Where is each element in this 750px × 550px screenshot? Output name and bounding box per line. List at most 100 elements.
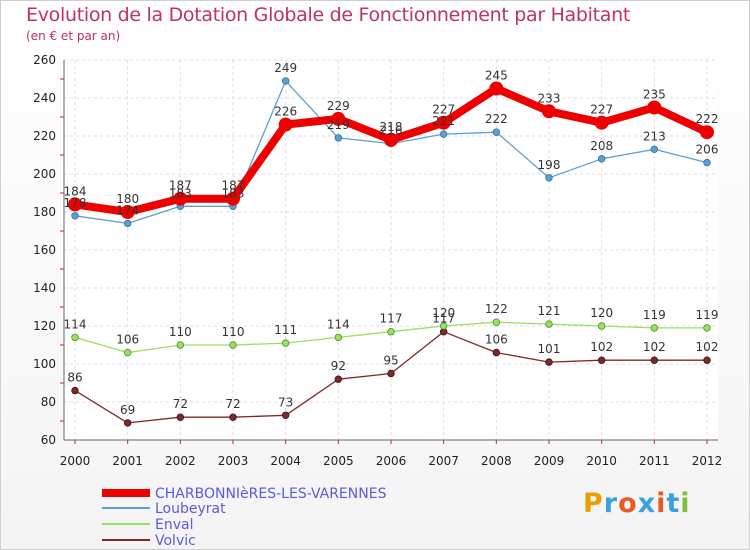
data-point: [650, 356, 659, 364]
data-point: [120, 205, 135, 219]
data-label: 219: [327, 118, 350, 132]
data-label: 114: [327, 317, 350, 331]
logo-letter: i: [656, 488, 667, 519]
data-label: 229: [327, 99, 350, 113]
data-label: 178: [64, 196, 87, 210]
data-label: 183: [222, 186, 245, 200]
data-point: [700, 125, 714, 140]
data-label: 120: [590, 306, 613, 320]
data-point: [439, 322, 448, 330]
data-point: [597, 356, 606, 364]
y-tick-label: 240: [33, 91, 56, 105]
data-label: 227: [432, 103, 455, 117]
y-tick-label: 80: [41, 395, 56, 409]
y-tick-label: 120: [33, 319, 56, 333]
data-label: 174: [116, 203, 139, 217]
data-point: [123, 419, 132, 427]
data-label: 106: [485, 333, 508, 347]
y-tick-label: 180: [33, 205, 56, 219]
data-point: [387, 328, 395, 336]
data-label: 101: [538, 342, 561, 356]
data-point: [123, 219, 132, 228]
legend-label: Loubeyrat: [155, 501, 226, 517]
data-point: [71, 333, 79, 342]
y-tick-label: 100: [33, 357, 56, 371]
data-label: 180: [116, 192, 139, 206]
data-point: [439, 130, 448, 138]
x-tick-label: 2011: [639, 454, 670, 468]
x-tick-label: 2007: [428, 454, 459, 468]
data-label: 208: [590, 139, 613, 153]
data-label: 122: [485, 302, 508, 316]
data-label: 117: [432, 312, 455, 326]
data-label: 222: [696, 112, 719, 126]
legend-label: Enval: [155, 517, 193, 533]
data-label: 213: [643, 129, 666, 143]
legend-label: CHARBONNIèRES-LES-VARENNES: [155, 486, 387, 502]
data-point: [226, 191, 240, 206]
data-label: 72: [225, 397, 240, 411]
logo-letter: x: [637, 488, 657, 519]
data-point: [334, 134, 343, 142]
data-point: [71, 386, 79, 395]
data-label: 216: [380, 124, 403, 138]
data-point: [281, 339, 290, 347]
logo-letter: r: [603, 488, 619, 519]
data-point: [650, 145, 659, 153]
data-label: 227: [590, 103, 613, 117]
data-label: 221: [432, 114, 455, 128]
data-point: [597, 155, 606, 163]
data-point: [334, 333, 343, 342]
data-label: 86: [67, 371, 82, 385]
data-point: [173, 191, 188, 206]
x-tick-label: 2001: [112, 454, 143, 468]
legend: CHARBONNIèRES-LES-VARENNESLoubeyratEnval…: [102, 486, 387, 549]
data-point: [542, 104, 556, 119]
legend-label: Volvic: [155, 533, 196, 549]
x-tick-label: 2002: [165, 454, 196, 468]
data-point: [492, 318, 501, 326]
chart-subtitle: (en € et par an): [26, 29, 121, 43]
data-point: [281, 411, 290, 419]
chart-title: Evolution de la Dotation Globale de Fonc…: [26, 4, 631, 26]
x-tick-label: 2010: [586, 454, 617, 468]
data-point: [71, 212, 79, 220]
data-label: 198: [538, 158, 561, 172]
data-label: 249: [274, 61, 297, 75]
data-label: 111: [274, 323, 297, 337]
data-point: [281, 77, 290, 85]
logo-letter: P: [583, 488, 604, 519]
data-label: 110: [222, 325, 245, 339]
logo-letter: i: [680, 488, 691, 519]
data-label: 184: [64, 184, 87, 198]
y-tick-label: 200: [33, 167, 56, 181]
proxiti-logo: Proxiti: [583, 488, 691, 519]
data-point: [703, 158, 711, 167]
axes: 60 80 100 120 140 160 180 200 220 240 260 2000 2001 2…: [33, 53, 722, 468]
x-tick-label: 2008: [481, 454, 512, 468]
data-point: [68, 197, 82, 212]
data-label: 110: [169, 325, 192, 339]
x-tick-label: 2003: [218, 454, 249, 468]
data-label: 73: [278, 395, 293, 409]
data-point: [650, 324, 659, 332]
data-label: 183: [169, 186, 192, 200]
data-label: 206: [696, 143, 719, 157]
data-label: 226: [274, 105, 297, 119]
logo-letter: t: [666, 488, 681, 519]
data-label: 106: [116, 333, 139, 347]
data-label: 119: [643, 308, 666, 322]
data-point: [545, 174, 553, 182]
data-label: 235: [643, 88, 666, 102]
data-point: [229, 341, 237, 349]
data-label: 120: [432, 306, 455, 320]
data-point: [703, 324, 711, 332]
y-tick-label: 160: [33, 243, 56, 257]
data-label: 95: [383, 354, 398, 368]
y-tick-label: 260: [33, 53, 56, 67]
data-label: 102: [590, 340, 613, 354]
x-tick-label: 2004: [270, 454, 301, 468]
logo-letter: o: [618, 488, 638, 519]
x-tick-label: 2000: [60, 454, 91, 468]
